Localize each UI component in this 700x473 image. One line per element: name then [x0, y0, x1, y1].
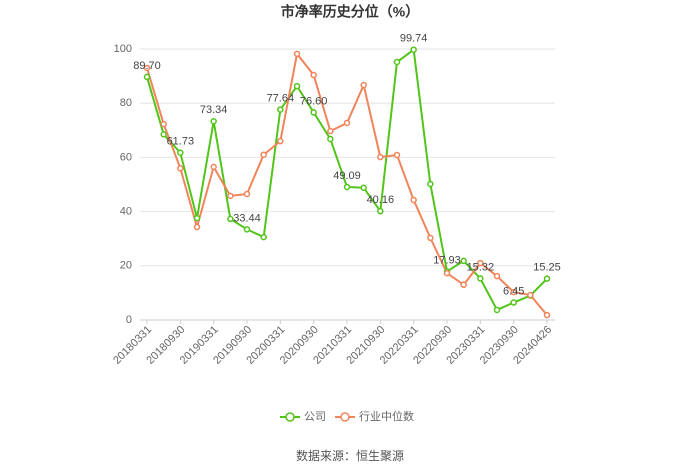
- point: [243, 190, 251, 198]
- point: [343, 119, 351, 127]
- point: [377, 207, 384, 215]
- point: [327, 135, 334, 143]
- legend-marker: [340, 412, 350, 422]
- point: [377, 153, 384, 161]
- point: [243, 226, 251, 233]
- point: [493, 272, 501, 280]
- point: [477, 275, 484, 282]
- point: [193, 214, 201, 222]
- y-tick-label: 40: [120, 206, 132, 218]
- legend-label: 公司: [304, 411, 326, 423]
- y-tick-label: 60: [120, 151, 132, 163]
- point: [293, 82, 301, 90]
- point: [310, 71, 317, 79]
- point: [177, 149, 184, 156]
- value-label: 6.45: [503, 285, 524, 297]
- y-tick-label: 100: [114, 43, 132, 55]
- value-label: 15.32: [467, 261, 495, 273]
- point: [410, 196, 417, 204]
- point: [460, 257, 467, 265]
- point: [493, 306, 501, 314]
- point: [143, 64, 151, 72]
- point: [160, 120, 167, 128]
- point: [310, 109, 317, 116]
- point: [293, 50, 301, 58]
- point: [510, 299, 517, 306]
- point: [443, 269, 451, 277]
- source: 数据来源：恒生聚源: [296, 448, 404, 463]
- point: [260, 151, 267, 158]
- chart-title: 市净率历史分位（%）: [281, 4, 419, 20]
- point: [460, 281, 467, 289]
- point: [277, 106, 284, 113]
- point: [327, 127, 334, 135]
- point: [410, 46, 417, 53]
- point: [543, 311, 551, 319]
- point: [527, 291, 534, 299]
- point: [393, 151, 401, 159]
- value-label: 40.16: [367, 194, 395, 206]
- point: [160, 131, 167, 138]
- value-label: 99.74: [400, 33, 428, 45]
- point: [227, 192, 234, 200]
- point: [360, 81, 367, 89]
- point: [393, 58, 401, 66]
- point: [427, 234, 434, 242]
- point: [143, 73, 151, 81]
- point: [360, 184, 367, 192]
- point: [177, 164, 184, 172]
- legend-marker: [285, 412, 295, 422]
- y-tick-label: 20: [120, 260, 132, 272]
- value-label: 77.64: [267, 93, 295, 105]
- point: [543, 275, 551, 282]
- value-label: 17.93: [433, 254, 461, 266]
- y-tick-label: 80: [120, 97, 132, 109]
- value-label: 49.09: [333, 170, 361, 182]
- point: [343, 183, 351, 191]
- value-label: 15.25: [533, 262, 561, 274]
- point: [510, 288, 517, 296]
- value-label: 73.34: [200, 104, 228, 116]
- value-label: 61.73: [167, 136, 195, 148]
- point: [260, 233, 267, 241]
- point: [210, 163, 217, 171]
- legend-label: 行业中位数: [359, 409, 414, 423]
- y-tick-label: 0: [126, 314, 132, 326]
- point: [227, 215, 234, 223]
- value-label: 76.60: [300, 95, 328, 107]
- point: [210, 117, 217, 125]
- point: [193, 223, 201, 231]
- point: [477, 259, 484, 267]
- value-label: 33.44: [233, 212, 261, 224]
- point: [427, 180, 434, 188]
- point: [277, 137, 284, 145]
- value-label: 89.70: [133, 60, 161, 72]
